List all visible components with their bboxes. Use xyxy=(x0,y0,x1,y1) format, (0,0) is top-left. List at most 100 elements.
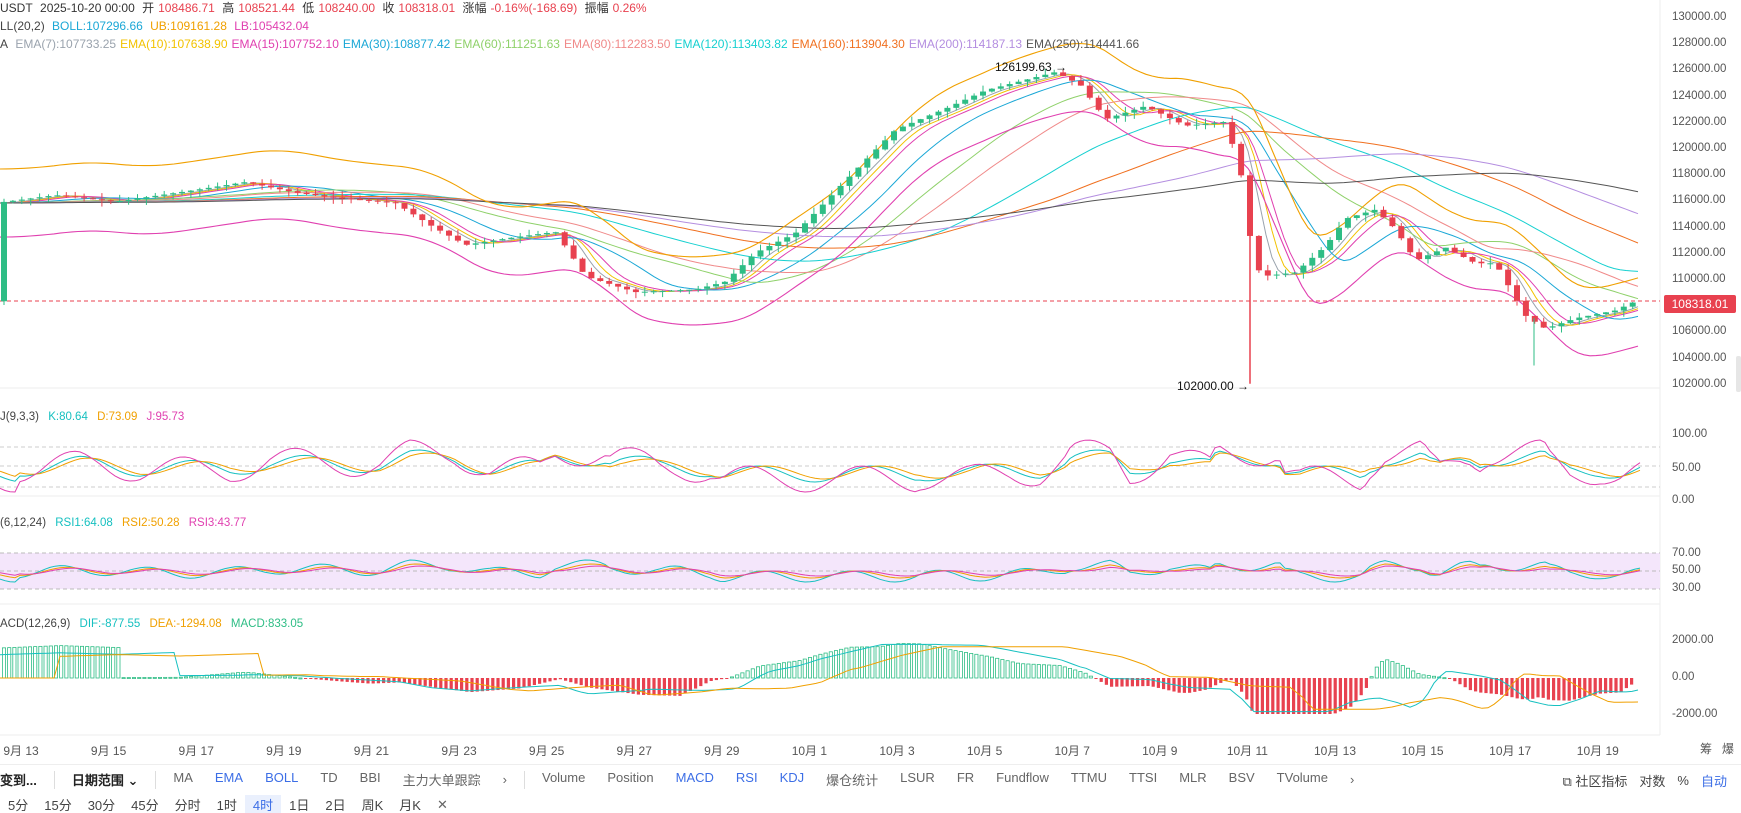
sub-indicator-bsv[interactable]: BSV xyxy=(1228,770,1255,785)
macd-histogram-bar xyxy=(267,674,272,679)
timeframe-2日[interactable]: 2日 xyxy=(325,798,346,813)
timeframe-30分[interactable]: 30分 xyxy=(87,798,116,813)
sub-indicator-ttsi[interactable]: TTSI xyxy=(1129,770,1158,785)
macd-histogram-bar xyxy=(1260,678,1264,714)
sub-indicator-fr[interactable]: FR xyxy=(956,770,975,785)
macd-histogram-bar xyxy=(54,645,59,679)
date-range-dropdown[interactable]: 日期范围 ⌄ xyxy=(61,770,150,789)
auto-scale-toggle[interactable]: 自动 xyxy=(1700,773,1727,789)
sub-indicator-fundflow[interactable]: Fundflow xyxy=(996,770,1049,785)
date-axis-tick: 9月 25 xyxy=(528,744,565,758)
candle-body xyxy=(908,122,915,127)
candle-body xyxy=(1433,251,1440,256)
macd-histogram-bar xyxy=(1531,678,1535,699)
macd-histogram-bar xyxy=(745,670,750,679)
sub-indicator-mlr[interactable]: MLR xyxy=(1179,770,1207,785)
candle-body xyxy=(526,235,533,237)
candle-body xyxy=(446,230,452,236)
sub-indicator-tvolume[interactable]: TVolume xyxy=(1276,770,1328,785)
timeframe-5分[interactable]: 5分 xyxy=(8,798,29,813)
datetime: 2025-10-20 00:00 xyxy=(40,1,135,15)
chevron-right-icon[interactable]: › xyxy=(502,772,507,787)
macd-histogram-bar xyxy=(1193,678,1197,692)
macd-histogram-bar xyxy=(183,676,188,679)
community-indicator-button[interactable]: ⧉ 社区指标 xyxy=(1556,771,1633,790)
macd-histogram-bar xyxy=(1240,678,1244,692)
boll-legend[interactable]: LL(20,2) BOLL:107296.66 UB:109161.28 LB:… xyxy=(0,19,313,33)
current-price-tag: 108318.01 xyxy=(1664,295,1736,313)
macd-histogram-bar xyxy=(626,678,630,694)
log-scale-toggle[interactable]: 对数 xyxy=(1639,773,1666,789)
indicator-axis-tick: 0.00 xyxy=(1672,494,1695,506)
sub-indicator-position[interactable]: Position xyxy=(607,770,654,785)
candle-body xyxy=(953,103,960,108)
main-indicator-主力大单跟踪[interactable]: 主力大单跟踪 xyxy=(402,773,481,788)
percent-scale-toggle[interactable]: % xyxy=(1677,772,1689,788)
boll-ub: UB:109161.28 xyxy=(150,19,227,33)
macd-histogram-bar xyxy=(974,653,979,679)
chevron-right-icon[interactable]: › xyxy=(1349,772,1355,787)
candle-body xyxy=(1389,217,1396,227)
macd-histogram-bar xyxy=(948,649,953,679)
macd-histogram-bar xyxy=(886,644,891,679)
kdj-legend[interactable]: J(9,3,3) K:80.64 D:73.09 J:95.73 xyxy=(0,410,190,424)
candle-body xyxy=(641,291,648,293)
candle-body xyxy=(784,237,791,242)
macd-histogram-bar xyxy=(1219,678,1223,683)
macd-histogram-bar xyxy=(854,646,859,679)
sub-indicator-lsur[interactable]: LSUR xyxy=(900,770,935,785)
timeframe-1日[interactable]: 1日 xyxy=(289,798,310,813)
side-panel-handle[interactable] xyxy=(1736,356,1741,392)
timeframe-15分[interactable]: 15分 xyxy=(44,798,72,813)
high-value: 108521.44 xyxy=(238,1,295,15)
boll-lb: LB:105432.04 xyxy=(234,19,309,33)
timeframe-4时[interactable]: 4时 xyxy=(244,795,282,813)
candle-body xyxy=(1425,255,1431,260)
candle-body xyxy=(18,199,25,201)
macd-histogram-bar xyxy=(1354,678,1358,701)
sub-indicator-macd[interactable]: MACD xyxy=(675,770,714,785)
macd-histogram-bar xyxy=(891,644,896,679)
rsi-legend[interactable]: (6,12,24) RSI1:64.08 RSI2:50.28 RSI3:43.… xyxy=(0,516,252,530)
candle-body xyxy=(1442,247,1449,252)
main-indicator-td[interactable]: TD xyxy=(320,770,338,785)
timeframe-分时[interactable]: 分时 xyxy=(174,798,201,813)
candle-body xyxy=(1122,112,1129,116)
macd-histogram-bar xyxy=(527,678,531,687)
main-indicator-ema[interactable]: EMA xyxy=(214,770,244,785)
timeframe-周K[interactable]: 周K xyxy=(361,798,384,813)
sub-indicator-kdj[interactable]: KDJ xyxy=(779,770,805,785)
macd-histogram-bar xyxy=(704,678,708,684)
candle-body xyxy=(357,199,363,201)
timeframe-1时[interactable]: 1时 xyxy=(216,798,237,813)
ema-legend[interactable]: A EMA(7):107733.25 EMA(10):107638.90 EMA(1… xyxy=(0,37,1143,51)
candle-body xyxy=(873,149,880,159)
macd-histogram-bar xyxy=(662,678,666,696)
close-icon[interactable]: ✕ xyxy=(436,796,448,812)
main-indicator-boll[interactable]: BOLL xyxy=(265,770,299,785)
macd-legend[interactable]: ACD(12,26,9) DIF:-877.55 DEA:-1294.08 MA… xyxy=(0,617,309,631)
left-truncated-item[interactable]: 变到... xyxy=(0,773,37,788)
price-axis-tick: 128000.00 xyxy=(1672,37,1727,50)
sub-indicator-volume[interactable]: Volume xyxy=(541,770,586,785)
macd-histogram-bar xyxy=(1624,678,1628,689)
macd-histogram-bar xyxy=(1031,663,1036,679)
macd-histogram-bar xyxy=(287,676,292,679)
candle-body xyxy=(508,237,515,240)
date-range-label: 日期范围 xyxy=(71,773,124,788)
sub-indicator-爆仓统计[interactable]: 爆仓统计 xyxy=(826,773,879,788)
date-axis-tick: 10月 19 xyxy=(1576,744,1619,758)
main-indicator-ma[interactable]: MA xyxy=(173,770,193,785)
macd-histogram-bar xyxy=(860,646,865,679)
liquidation-label[interactable]: 爆 xyxy=(1722,742,1735,756)
kdj-j: J:95.73 xyxy=(146,411,185,423)
timeframe-月K[interactable]: 月K xyxy=(399,798,421,813)
main-indicator-bbi[interactable]: BBI xyxy=(359,770,381,785)
sub-indicator-rsi[interactable]: RSI xyxy=(735,770,758,785)
macd-histogram-bar xyxy=(1234,678,1238,686)
timeframe-45分[interactable]: 45分 xyxy=(131,798,159,813)
macd-histogram-bar xyxy=(906,643,911,679)
sub-indicator-ttmu[interactable]: TTMU xyxy=(1070,770,1108,785)
chip-label[interactable]: 筹 xyxy=(1700,742,1713,756)
